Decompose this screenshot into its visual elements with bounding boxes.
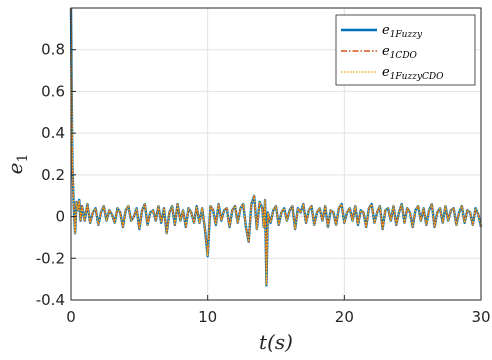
y-tick-label: 0.4	[41, 124, 65, 142]
x-tick-label: 20	[335, 308, 354, 326]
legend-label-sub: 1Fuzzy	[390, 30, 423, 40]
y-tick-label: 0	[55, 208, 65, 226]
y-tick-label: 0.8	[41, 41, 65, 59]
x-tick-label: 30	[471, 308, 490, 326]
ticks	[70, 49, 482, 301]
y-tick-label: -0.2	[36, 249, 65, 267]
y-tick-label: 0.6	[41, 82, 65, 100]
legend-label-sub: 1CDO	[390, 51, 418, 61]
legend-label-sub: 1FuzzyCDO	[390, 72, 444, 82]
series-line-2	[70, 7, 482, 287]
series-line-3	[70, 7, 482, 287]
tick-labels: 0 10 20 30 -0.4 -0.2 0 0.2 0.4 0.6 0.8	[36, 41, 491, 326]
legend-label-main: e	[382, 44, 390, 59]
y-axis-title-sub: 1	[15, 154, 31, 163]
legend-label-main: e	[382, 65, 390, 80]
legend-label-3: e1FuzzyCDO	[382, 65, 444, 82]
series-layer	[69, 7, 483, 287]
y-tick-label: 0.2	[41, 166, 65, 184]
y-axis-title: e1	[3, 154, 31, 175]
x-tick-label: 10	[198, 308, 217, 326]
legend-label-1: e1Fuzzy	[382, 23, 423, 40]
plot-frame	[70, 7, 482, 301]
x-axis-title: t(s)	[259, 330, 293, 354]
legend-box	[335, 14, 476, 86]
x-tick-label: 0	[66, 308, 76, 326]
y-axis-title-main: e	[3, 163, 27, 175]
y-tick-label: -0.4	[36, 291, 65, 309]
legend-label-2: e1CDO	[382, 44, 418, 61]
legend-label-main: e	[382, 23, 390, 38]
